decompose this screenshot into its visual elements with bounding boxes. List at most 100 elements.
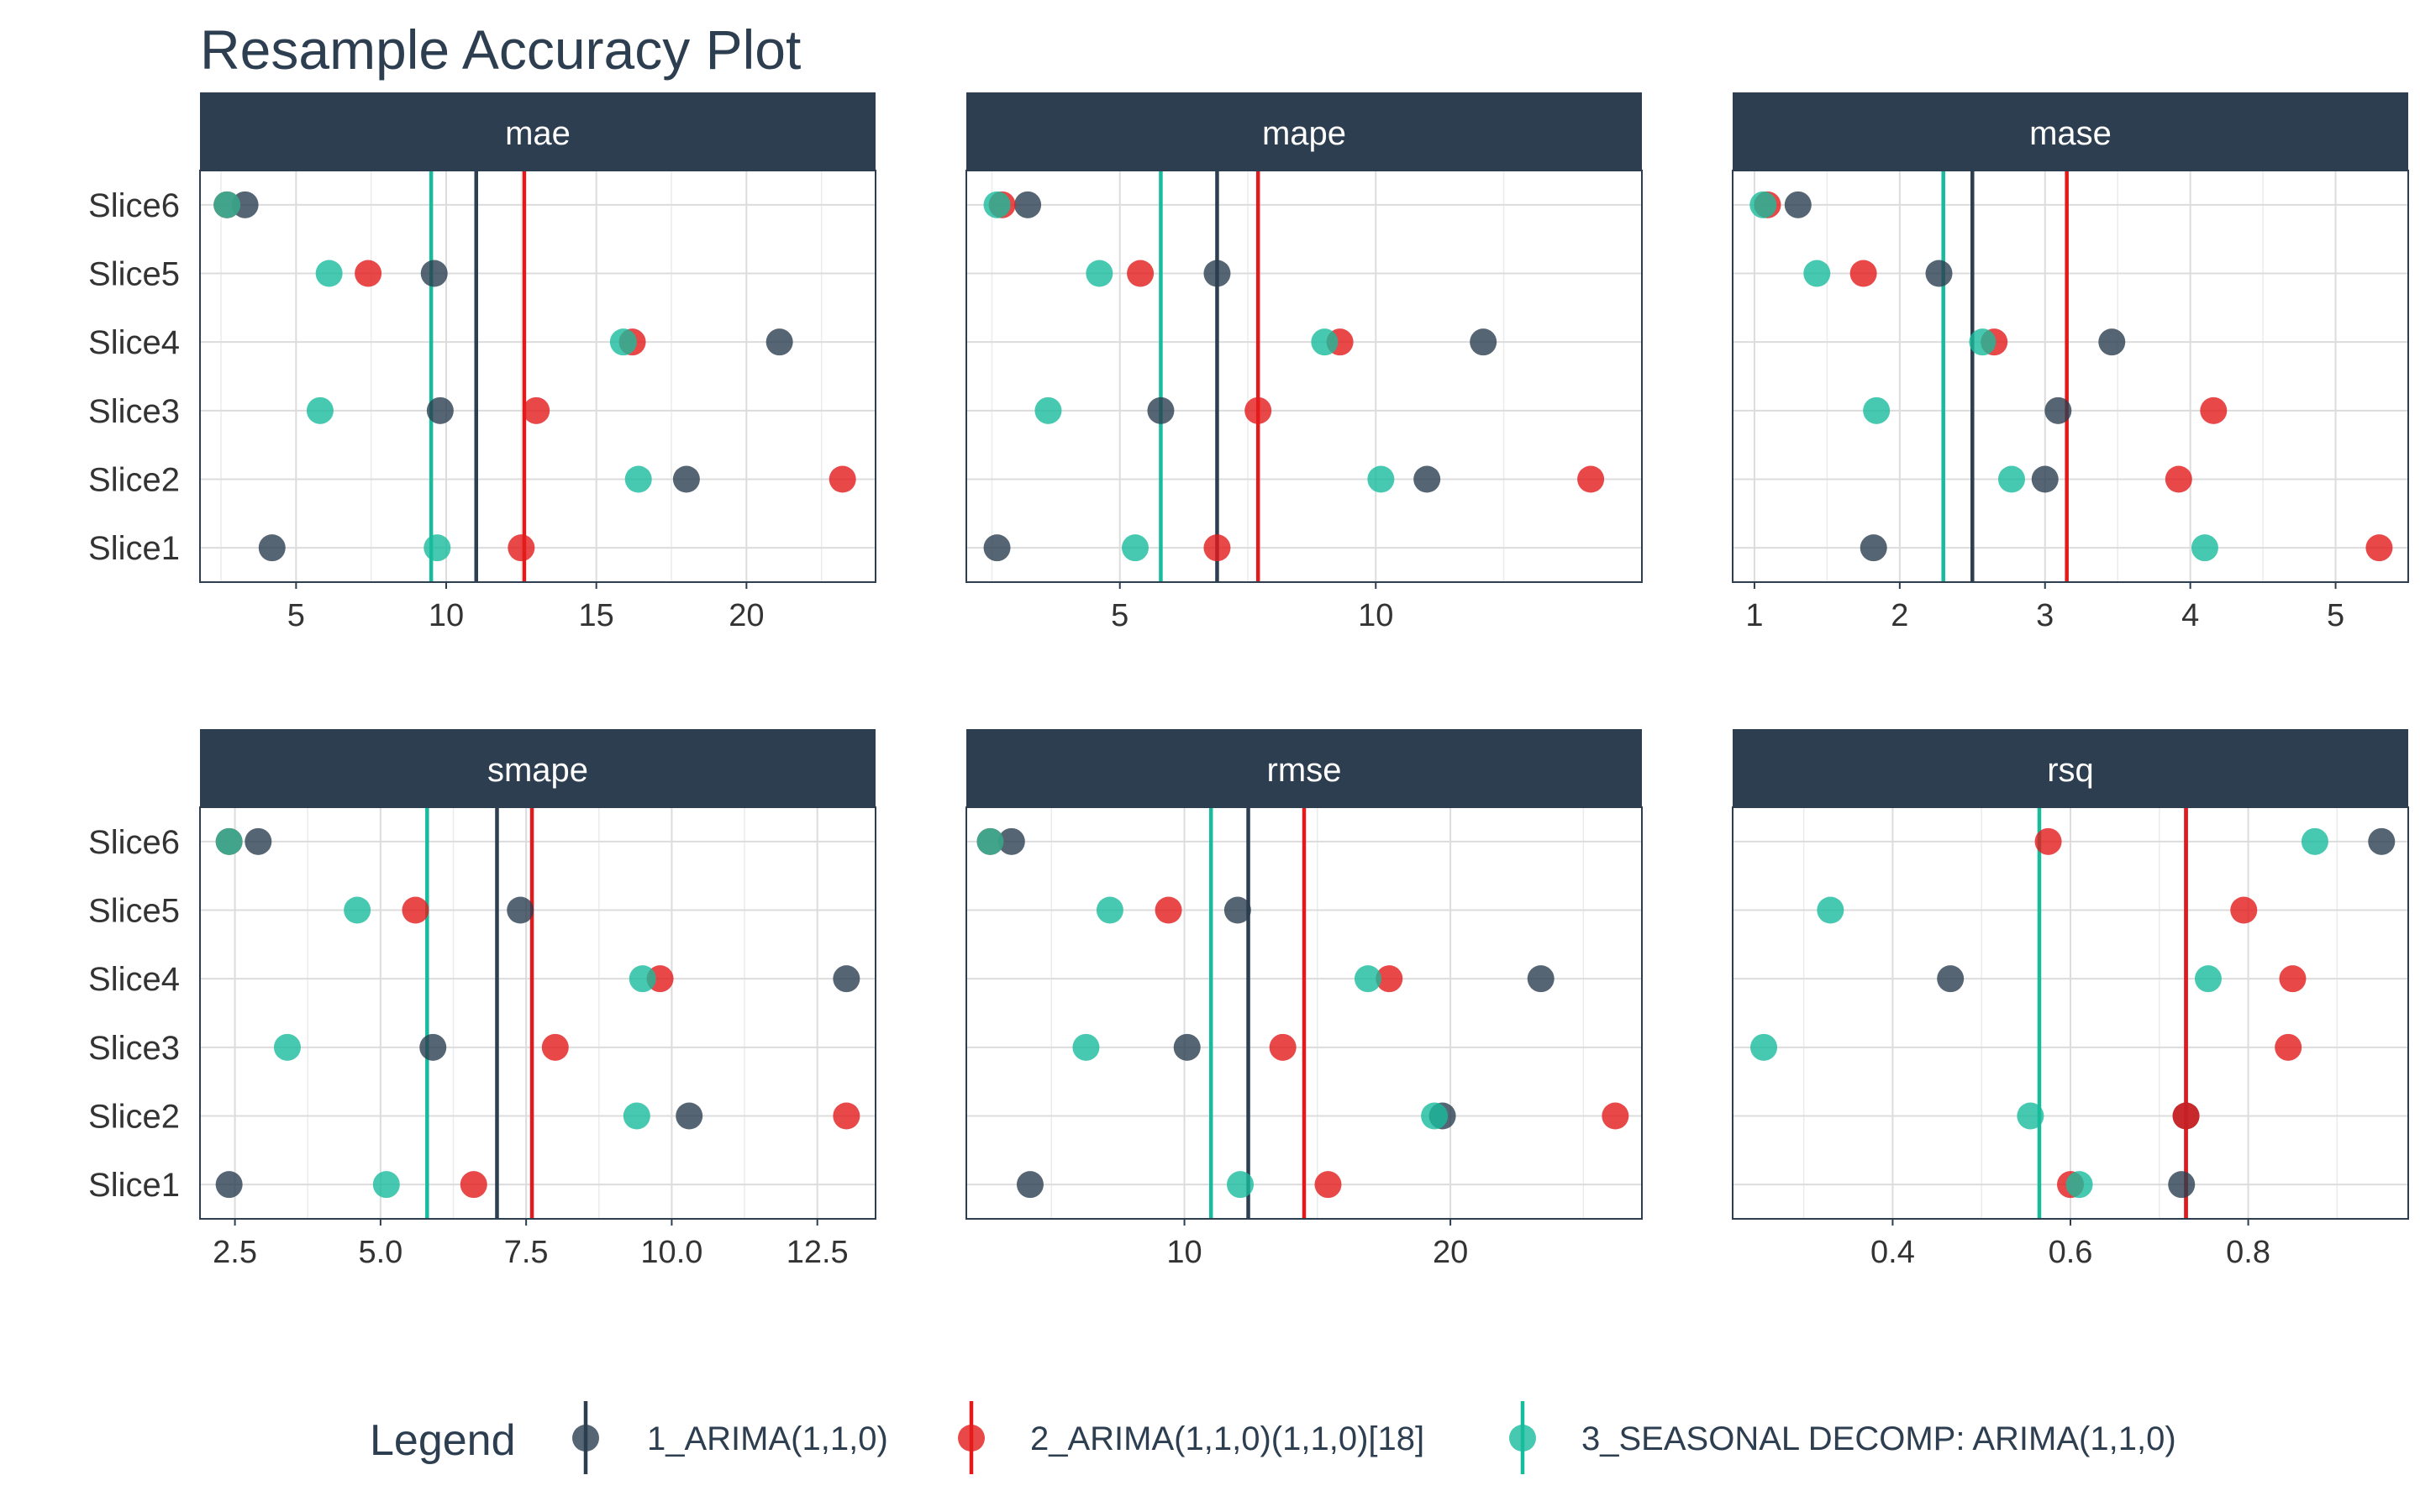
data-point	[215, 827, 243, 855]
data-point	[2365, 534, 2393, 562]
data-point	[2275, 1033, 2302, 1061]
data-point	[1122, 534, 1149, 562]
data-point	[983, 191, 1011, 218]
data-point	[1784, 191, 1812, 218]
data-point	[1969, 328, 1996, 356]
y-category-label: Slice4	[88, 961, 180, 998]
data-point	[1849, 260, 1877, 287]
data-point	[507, 896, 534, 924]
data-point	[1817, 896, 1844, 924]
data-point	[1803, 260, 1831, 287]
data-point	[609, 328, 637, 356]
data-point	[1147, 396, 1175, 424]
data-point	[215, 1171, 243, 1199]
data-point	[2034, 827, 2062, 855]
legend-key-3: 3_SEASONAL DECOMP: ARIMA(1,1,0)	[1509, 1401, 2176, 1474]
data-point	[829, 465, 856, 493]
data-point	[523, 396, 550, 424]
x-tick-label: 5	[287, 598, 305, 633]
data-point	[2172, 1102, 2200, 1130]
data-point	[420, 260, 448, 287]
facet-panel-rsq: rsq 0.4 0.6 0.8	[1732, 729, 2409, 1270]
data-point	[1244, 396, 1272, 424]
data-point	[997, 827, 1025, 855]
legend-key-1: 1_ARIMA(1,1,0)	[572, 1401, 888, 1474]
data-point	[1203, 534, 1231, 562]
data-point	[1311, 328, 1339, 356]
data-point	[2368, 827, 2396, 855]
x-tick-label: 3	[2036, 598, 2054, 633]
legend-key-point	[572, 1425, 599, 1452]
data-point	[2200, 396, 2228, 424]
facet-strip-label: mape	[1262, 115, 1346, 152]
data-point	[623, 1102, 650, 1130]
data-point	[1997, 465, 2025, 493]
facet-strip	[1733, 729, 2408, 807]
data-point	[983, 534, 1011, 562]
facet-panel-mase: mase 1 2 3 4 5	[1732, 92, 2409, 633]
data-point	[624, 465, 652, 493]
facet-strip	[966, 92, 1642, 171]
data-point	[1096, 896, 1123, 924]
legend-title: Legend	[370, 1416, 516, 1465]
data-point	[2017, 1102, 2044, 1130]
facet-panel-smape: smape 2.5 5.0 7.5 10.0 12.5 Slice1 Slice2 Slice3…	[88, 729, 876, 1270]
legend-key-point	[1509, 1425, 1536, 1452]
x-tick-label: 1	[1745, 598, 1763, 633]
data-point	[1470, 328, 1497, 356]
data-point	[460, 1171, 487, 1199]
panel-border	[199, 806, 876, 1220]
legend-label: 3_SEASONAL DECOMP: ARIMA(1,1,0)	[1581, 1420, 2176, 1457]
facet-strip-label: rsq	[2047, 752, 2094, 789]
data-point	[833, 965, 860, 993]
data-point	[1314, 1171, 1342, 1199]
x-tick-label: 20	[1433, 1235, 1468, 1270]
data-point	[2194, 965, 2222, 993]
data-point	[1072, 1033, 1100, 1061]
data-point	[976, 827, 1004, 855]
data-point	[1227, 1171, 1255, 1199]
data-point	[424, 534, 451, 562]
data-point	[1925, 260, 1953, 287]
data-point	[1602, 1102, 1629, 1130]
data-point	[1269, 1033, 1297, 1061]
data-point	[2279, 965, 2307, 993]
data-point	[676, 1102, 703, 1130]
data-point	[1937, 965, 1965, 993]
data-point	[1014, 191, 1042, 218]
data-point	[765, 328, 793, 356]
facet-strip	[200, 92, 876, 171]
data-point	[1749, 191, 1777, 218]
x-tick-label: 20	[729, 598, 764, 633]
y-category-label: Slice3	[88, 393, 180, 430]
data-point	[1577, 465, 1605, 493]
data-point	[2191, 534, 2218, 562]
data-point	[2230, 896, 2258, 924]
data-point	[402, 896, 429, 924]
y-category-label: Slice5	[88, 893, 180, 930]
x-tick-label: 4	[2181, 598, 2199, 633]
data-point	[1863, 396, 1891, 424]
data-point	[306, 396, 334, 424]
data-point	[1354, 965, 1381, 993]
data-point	[1376, 965, 1403, 993]
y-category-label: Slice3	[88, 1030, 180, 1067]
data-point	[1367, 465, 1395, 493]
data-point	[1527, 965, 1555, 993]
data-point	[2031, 465, 2059, 493]
x-tick-label: 5.0	[358, 1235, 402, 1270]
legend-key-2: 2_ARIMA(1,1,0)(1,1,0)[18]	[958, 1401, 1424, 1474]
data-point	[1155, 896, 1182, 924]
data-point	[213, 191, 241, 218]
data-point	[1203, 260, 1231, 287]
data-point	[419, 1033, 447, 1061]
data-point	[833, 1102, 860, 1130]
data-point	[2168, 1171, 2196, 1199]
data-point	[508, 534, 535, 562]
panel-border	[199, 170, 876, 583]
x-tick-label: 2	[1891, 598, 1908, 633]
data-point	[315, 260, 343, 287]
data-point	[426, 396, 454, 424]
facet-strip	[966, 729, 1642, 807]
legend-key-point	[958, 1425, 985, 1452]
